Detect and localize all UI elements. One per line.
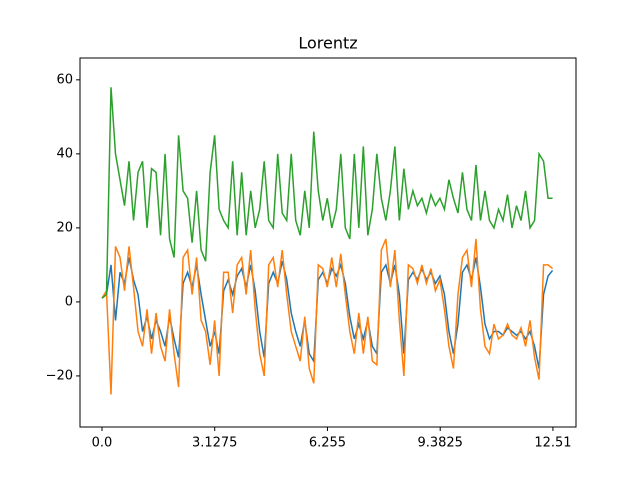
x-tick-label: 9.3825 <box>417 436 463 451</box>
y-tick-label: 20 <box>56 220 73 235</box>
y-tick-label: 0 <box>65 294 73 309</box>
line-series <box>101 238 554 395</box>
x-tick-label: 12.51 <box>534 436 571 451</box>
x-tick-label: 3.1275 <box>192 436 238 451</box>
line-series <box>101 87 553 299</box>
x-tick-label: 0.0 <box>92 436 113 451</box>
axes-frame <box>79 57 577 428</box>
y-tick-label: 60 <box>56 72 73 87</box>
y-tick-label: 40 <box>56 146 73 161</box>
x-tick-label: 6.255 <box>309 436 346 451</box>
y-tick-label: −20 <box>46 368 73 383</box>
chart-title: Lorentz <box>298 34 357 53</box>
